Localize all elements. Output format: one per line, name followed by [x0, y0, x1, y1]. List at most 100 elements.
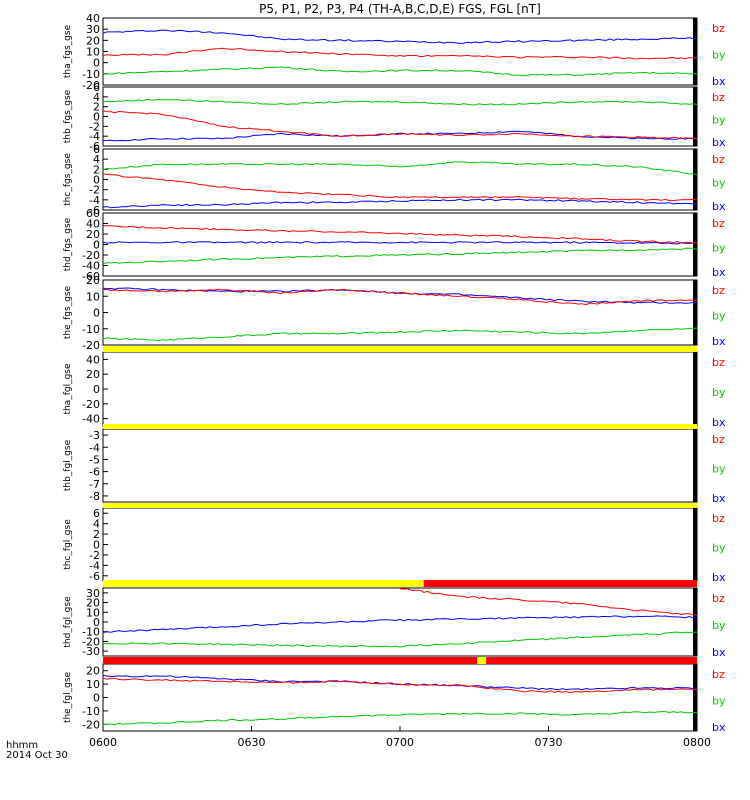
legend-bx: bx — [712, 75, 726, 88]
series-line-bx — [102, 198, 698, 209]
y-tick-label: 0 — [93, 57, 100, 70]
y-tick-label: -60 — [82, 270, 100, 283]
status-bar-segment — [103, 424, 697, 429]
panel-right-edge — [693, 664, 697, 731]
panel-frame — [102, 428, 698, 503]
y-tick-label: 20 — [86, 274, 100, 287]
x-tick-label: 0630 — [238, 736, 266, 749]
y-tick-label: -20 — [82, 718, 100, 731]
legend-by: by — [712, 310, 726, 323]
y-axis-label: thd_fgl_gse — [63, 596, 73, 648]
y-tick-label: -10 — [82, 323, 100, 336]
y-tick-label: 40 — [86, 353, 100, 366]
y-tick-label: 40 — [86, 12, 100, 25]
y-tick-label: 40 — [86, 218, 100, 231]
y-tick-label: 2 — [93, 528, 100, 541]
y-tick-label: 10 — [86, 46, 100, 59]
legend-by: by — [712, 695, 726, 708]
y-tick-label: 6 — [93, 81, 100, 94]
series-line-by — [102, 98, 698, 106]
y-tick-label: -10 — [82, 626, 100, 639]
legend-bz: bz — [712, 356, 725, 369]
series-line-bz — [399, 588, 698, 617]
x-tick-label: 0700 — [386, 736, 414, 749]
legend-bz: bz — [712, 22, 725, 35]
y-tick-label: -40 — [82, 413, 100, 426]
panel-frame — [102, 663, 698, 732]
series-line-bx — [102, 287, 698, 304]
y-tick-label: -2 — [89, 184, 100, 197]
x-tick-label: 0800 — [683, 736, 711, 749]
y-tick-label: -3 — [89, 429, 100, 442]
panel-frame — [102, 212, 698, 277]
y-tick-label: 0 — [93, 692, 100, 705]
status-bar-segment — [103, 580, 424, 587]
y-tick-label: -4 — [89, 559, 100, 572]
y-tick-label: 6 — [93, 143, 100, 156]
series-line-by — [102, 631, 698, 648]
series-line-by — [102, 711, 698, 726]
y-tick-label: -7 — [89, 478, 100, 491]
y-tick-label: 0 — [93, 307, 100, 320]
legend-bz: bz — [712, 512, 725, 525]
panel-thb_fgl_gse: -8-7-6-5-4-3 thb_fgl_gse bz by bx — [63, 428, 726, 505]
y-tick-label: 4 — [93, 153, 100, 166]
x-axis-label: hhmm — [6, 740, 38, 751]
panel-frame — [102, 279, 698, 346]
y-tick-label: -6 — [89, 466, 100, 479]
legend-bx: bx — [712, 721, 726, 734]
y-tick-label: 4 — [93, 91, 100, 104]
y-tick-label: 0 — [93, 616, 100, 629]
y-tick-label: 4 — [93, 518, 100, 531]
series-line-by — [102, 327, 698, 342]
legend-bz: bz — [712, 433, 725, 446]
legend-by: by — [712, 542, 726, 555]
date-label: 2014 Oct 30 — [6, 750, 68, 761]
y-tick-label: 6 — [93, 507, 100, 520]
x-tick-label: 0730 — [535, 736, 563, 749]
series-line-bz — [103, 225, 698, 244]
panel-the_fgs_gse: -20 -10 0 10 20 the_fgs_gse bz by bx — [63, 274, 726, 352]
panel-right-edge — [693, 213, 697, 276]
series-line-by — [102, 66, 697, 77]
chart-title: P5, P1, P2, P3, P4 (TH-A,B,C,D,E) FGS, F… — [259, 2, 541, 16]
y-tick-label: 10 — [86, 606, 100, 619]
x-tick-labels: 0600 0630 0700 0730 0800 — [89, 726, 711, 749]
panel-right-edge — [693, 508, 697, 581]
y-tick-label: -20 — [82, 79, 100, 92]
panel-frame — [102, 507, 698, 582]
x-tick-label: 0600 — [89, 736, 117, 749]
y-axis-label: tha_fgl_gse — [63, 363, 73, 415]
legend-bz: bz — [712, 153, 725, 166]
legend-by: by — [712, 49, 726, 62]
panel-frame — [102, 17, 698, 86]
y-tick-label: -40 — [82, 260, 100, 273]
series-line-bz — [102, 173, 698, 202]
legend-by: by — [712, 114, 726, 127]
y-tick-label: 2 — [93, 101, 100, 114]
status-bar-segment — [423, 580, 697, 587]
y-tick-label: -6 — [89, 570, 100, 583]
legend-bx: bx — [712, 266, 726, 279]
panel-tha_fgl_gse: -40 -20 0 20 40 tha_fgl_gse bz by bx — [63, 351, 726, 429]
series-line-by — [102, 247, 698, 265]
y-tick-label: -4 — [89, 130, 100, 143]
y-axis-label: thd_fgs_gse — [63, 217, 73, 271]
panel-right-edge — [693, 429, 697, 502]
y-tick-label: -5 — [89, 453, 100, 466]
y-tick-label: 20 — [86, 34, 100, 47]
series-line-by — [102, 161, 698, 176]
series-line-bx — [102, 615, 697, 633]
y-axis-label: thc_fgs_gse — [63, 153, 73, 206]
legend-bx: bx — [712, 136, 726, 149]
y-axis-label: thb_fgs_gse — [63, 89, 73, 143]
status-bar-segment — [103, 657, 478, 664]
panel-right-edge — [693, 352, 697, 426]
legend-bx: bx — [712, 416, 726, 429]
y-tick-label: -2 — [89, 549, 100, 562]
series-line-bx — [102, 29, 698, 44]
y-tick-label: 30 — [86, 587, 100, 600]
panel-frame — [102, 587, 698, 657]
